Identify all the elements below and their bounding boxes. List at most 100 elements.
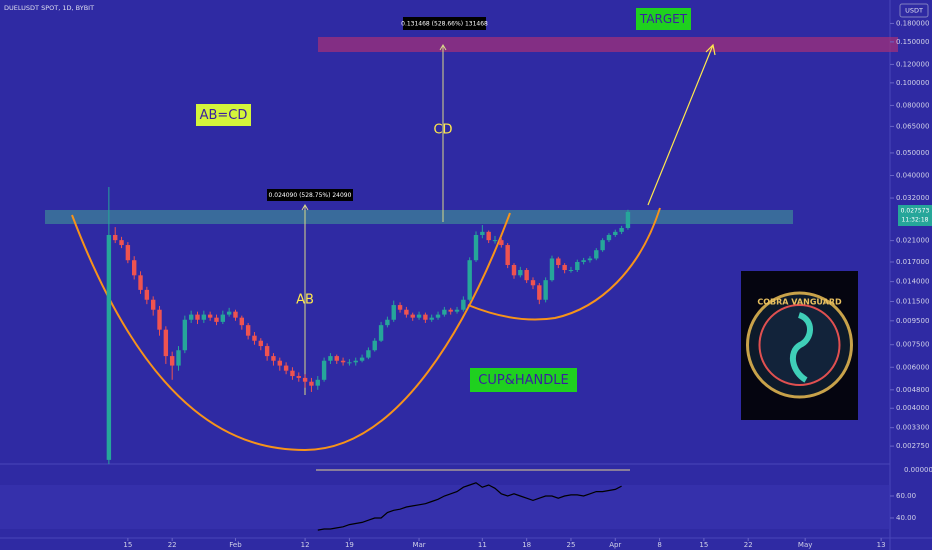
x-tick-label: Mar: [412, 541, 425, 549]
candle-body: [315, 379, 320, 386]
x-tick-label: 8: [657, 541, 661, 549]
arrow-head: [705, 43, 716, 56]
y-tick-label: 0.004000: [896, 404, 929, 412]
candle-body: [372, 340, 377, 351]
candle-body: [397, 305, 403, 310]
candle-body: [524, 270, 529, 281]
y-tick-label: 0.002750: [896, 442, 929, 450]
candle-body: [353, 360, 358, 363]
last-price: 0.027573: [901, 208, 930, 215]
candle-body: [385, 319, 390, 326]
candle-body: [150, 299, 156, 310]
candle-body: [549, 258, 555, 281]
target-box: [636, 8, 691, 30]
countdown: 11:32:18: [902, 217, 929, 224]
candle-body: [321, 360, 327, 380]
y-tick-label: 0.011500: [896, 297, 929, 305]
y-tick-label: 0.017000: [896, 258, 929, 266]
abcd-label: AB=CD: [200, 108, 248, 123]
indicator-line: [317, 482, 622, 531]
x-tick-label: 18: [522, 541, 531, 549]
candle-body: [226, 311, 232, 315]
currency-box: [899, 3, 929, 18]
x-tick-label: 22: [168, 541, 177, 549]
indicator-band: [0, 485, 890, 529]
candle-body: [119, 240, 124, 246]
candle-body: [144, 289, 150, 300]
handle-curve: [467, 207, 661, 321]
candle-body: [480, 231, 485, 236]
target-label: TARGET: [639, 12, 688, 26]
candle-body: [499, 240, 504, 246]
candle-body: [505, 245, 510, 265]
y-tick-label: 0.021000: [896, 237, 929, 245]
candle-body: [302, 377, 308, 382]
candle-body: [207, 314, 213, 318]
candle-body: [113, 235, 118, 241]
pattern-label: CUP&HANDLE: [478, 373, 568, 388]
target-arrow: [647, 44, 714, 206]
x-tick-label: 19: [345, 541, 354, 549]
y-tick-label: 0.040000: [896, 171, 929, 179]
logo-cobra: [789, 312, 813, 383]
x-tick-label: 13: [877, 541, 886, 549]
candle-body: [188, 314, 194, 320]
candle-body: [391, 305, 396, 320]
x-tick-label: 22: [744, 541, 753, 549]
candle-body: [125, 245, 131, 261]
indicator-tick-label: 40.00: [896, 514, 916, 522]
candle-body: [435, 314, 441, 318]
candle-body: [163, 329, 169, 357]
y-tick-label: 0.009500: [896, 317, 929, 325]
y-tick-label: 0.180000: [896, 19, 929, 27]
candle-body: [245, 325, 251, 336]
candle-body: [442, 309, 447, 315]
candle-body: [220, 314, 226, 322]
candle-body: [461, 299, 466, 310]
y-tick-label: 0.007500: [896, 341, 929, 349]
candle-body: [530, 280, 536, 286]
y-tick-label: 0.014000: [896, 278, 929, 286]
candle-body: [239, 317, 245, 326]
candle-body: [606, 235, 612, 241]
candle-body: [283, 365, 289, 371]
candle-body: [334, 356, 339, 361]
candle-body: [264, 346, 270, 357]
candle-body: [568, 270, 574, 272]
measure-box: [267, 189, 353, 201]
target-zone: [318, 37, 898, 52]
candle-body: [518, 270, 523, 276]
candle-body: [467, 260, 472, 300]
candle-body: [201, 314, 207, 320]
arrow-head: [301, 204, 309, 211]
indicator-tick-label: 60.00: [896, 492, 916, 500]
candle-body: [537, 285, 542, 300]
cd-measure-label: 0.131468 (528.66%) 131468: [401, 21, 488, 28]
candle-body: [252, 335, 257, 341]
candle-body: [271, 356, 276, 361]
y-tick-label: 0.100000: [896, 79, 929, 87]
candle-body: [625, 211, 631, 228]
candle-body: [195, 314, 200, 320]
y-tick-label: 0.004800: [896, 386, 929, 394]
candle-body: [258, 340, 263, 347]
candle-body: [138, 275, 143, 290]
ab-label: AB: [296, 293, 314, 308]
measure-box: [403, 17, 486, 30]
candle-body: [296, 376, 301, 378]
x-tick-label: May: [798, 541, 812, 549]
candle-body: [581, 260, 586, 262]
y-tick-label: 0.080000: [896, 101, 929, 109]
y-tick-label: 0.032000: [896, 194, 929, 202]
x-tick-label: 15: [123, 541, 132, 549]
candle-body: [486, 231, 491, 241]
candle-body: [157, 309, 162, 330]
candle-body: [575, 261, 580, 271]
candle-body: [328, 356, 333, 361]
y-tick-label: 0.120000: [896, 60, 929, 68]
candle-body: [492, 240, 498, 242]
candle-body: [454, 309, 460, 312]
x-tick-label: 25: [567, 541, 576, 549]
y-tick-label: 0.065000: [896, 122, 929, 130]
candle-body: [404, 309, 409, 315]
